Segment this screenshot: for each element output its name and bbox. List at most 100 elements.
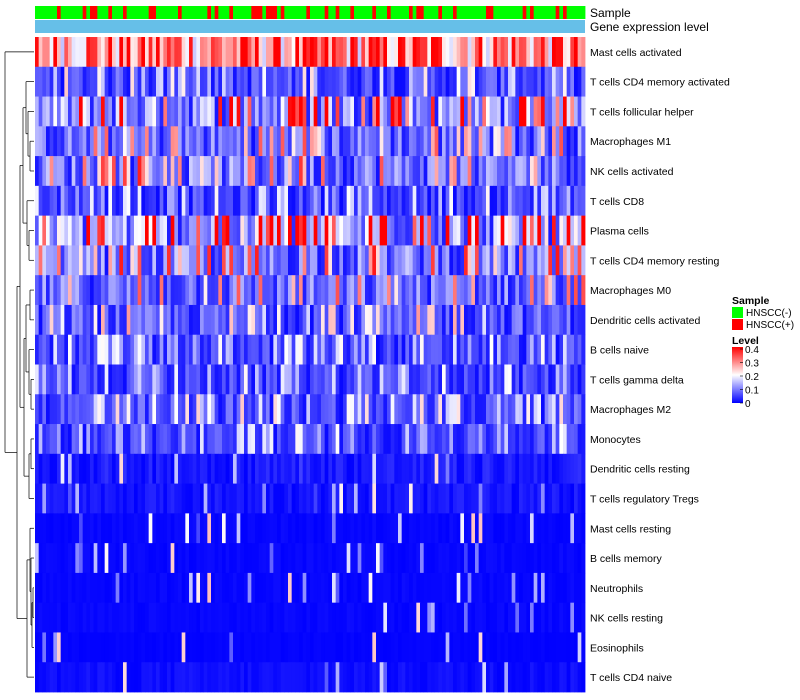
heatmap-cell (511, 364, 516, 395)
heatmap-cell (152, 483, 157, 514)
heatmap-cell (555, 245, 560, 276)
heatmap-cell (269, 394, 274, 425)
heatmap-cell (354, 245, 359, 276)
heatmap-cell (42, 602, 47, 633)
heatmap-cell (541, 513, 546, 544)
heatmap-cell (123, 215, 128, 246)
heatmap-cell (75, 156, 80, 187)
heatmap-cell (368, 662, 373, 693)
heatmap-cell (163, 275, 168, 306)
heatmap-cell (288, 632, 293, 663)
heatmap-cell (104, 334, 109, 365)
heatmap-cell (159, 513, 164, 544)
heatmap-cell (574, 364, 579, 395)
legend-level-colorbar (732, 347, 743, 403)
heatmap-cell (97, 37, 102, 68)
heatmap-cell (434, 245, 439, 276)
heatmap-cell (581, 275, 586, 306)
sample-annotation-cell (236, 6, 241, 19)
heatmap-cell (365, 572, 370, 604)
heatmap-cell (291, 334, 296, 365)
heatmap-cell (170, 245, 175, 276)
heatmap-cell (130, 245, 135, 276)
heatmap-cell (357, 185, 362, 217)
heatmap-cell (368, 275, 373, 306)
heatmap-cell (423, 126, 428, 157)
heatmap-cell (577, 572, 582, 604)
heatmap-cell (460, 394, 465, 425)
heatmap-cell (581, 513, 586, 544)
heatmap-cell (427, 215, 432, 246)
row-label: T cells CD4 memory activated (590, 77, 730, 89)
heatmap-cell (577, 543, 582, 574)
heatmap-cell (229, 364, 234, 395)
heatmap-cell (75, 185, 80, 217)
heatmap-cell (35, 245, 40, 276)
heatmap-cell (71, 66, 76, 97)
heatmap-cell (519, 126, 524, 157)
heatmap-cell (108, 37, 113, 68)
heatmap-cell (394, 424, 399, 455)
heatmap-cell (302, 602, 307, 633)
heatmap-cell (185, 602, 190, 633)
heatmap-cell (460, 304, 465, 336)
heatmap-cell (548, 96, 553, 127)
heatmap-cell (497, 453, 502, 484)
heatmap-cell (555, 543, 560, 574)
heatmap-cell (577, 513, 582, 544)
heatmap-cell (269, 96, 274, 127)
heatmap-cell (559, 66, 564, 97)
heatmap-cell (328, 394, 333, 425)
heatmap-cell (60, 483, 65, 514)
heatmap-cell (533, 156, 538, 187)
heatmap-cell (519, 156, 524, 187)
heatmap-cell (269, 662, 274, 693)
heatmap-cell (145, 364, 150, 395)
heatmap-cell (310, 394, 315, 425)
heatmap-cell (533, 245, 538, 276)
heatmap-cell (229, 662, 234, 693)
heatmap-cell (46, 66, 51, 97)
heatmap-cell (181, 96, 186, 127)
heatmap-cell (456, 126, 461, 157)
sample-annotation-cell (471, 6, 476, 19)
heatmap-cell (211, 215, 216, 246)
heatmap-cell (53, 543, 58, 574)
heatmap-cell (104, 37, 109, 68)
heatmap-cell (93, 424, 98, 455)
heatmap-cell (196, 215, 201, 246)
sample-annotation-cell (288, 6, 293, 19)
sample-annotation-cell (159, 6, 164, 19)
heatmap-cell (526, 513, 531, 544)
heatmap-cell (181, 304, 186, 336)
heatmap-cell (526, 245, 531, 276)
heatmap-cell (222, 37, 227, 68)
heatmap-cell (299, 572, 304, 604)
heatmap-cell (376, 602, 381, 633)
heatmap-cell (269, 513, 274, 544)
heatmap-cell (416, 156, 421, 187)
heatmap-cell (75, 334, 80, 365)
heatmap-cell (119, 364, 124, 395)
heatmap-cell (137, 215, 142, 246)
heatmap-cell (357, 156, 362, 187)
heatmap-cell (339, 364, 344, 395)
heatmap-cell (552, 126, 557, 157)
heatmap-cell (387, 185, 392, 217)
heatmap-cell (332, 394, 337, 425)
heatmap-cell (295, 543, 300, 574)
heatmap-cell (93, 275, 98, 306)
heatmap-cell (255, 453, 260, 484)
heatmap-cell (541, 632, 546, 663)
sample-annotation-cell (233, 6, 238, 19)
heatmap-cell (552, 96, 557, 127)
heatmap-cell (60, 126, 65, 157)
sample-annotation-cell (104, 6, 109, 19)
heatmap-cell (387, 364, 392, 395)
heatmap-cell (321, 572, 326, 604)
legend-level-tick: 0 (745, 399, 751, 410)
heatmap-cell (119, 304, 124, 336)
heatmap-cell (244, 483, 249, 514)
heatmap-cell (251, 394, 256, 425)
heatmap-cell (478, 543, 483, 574)
